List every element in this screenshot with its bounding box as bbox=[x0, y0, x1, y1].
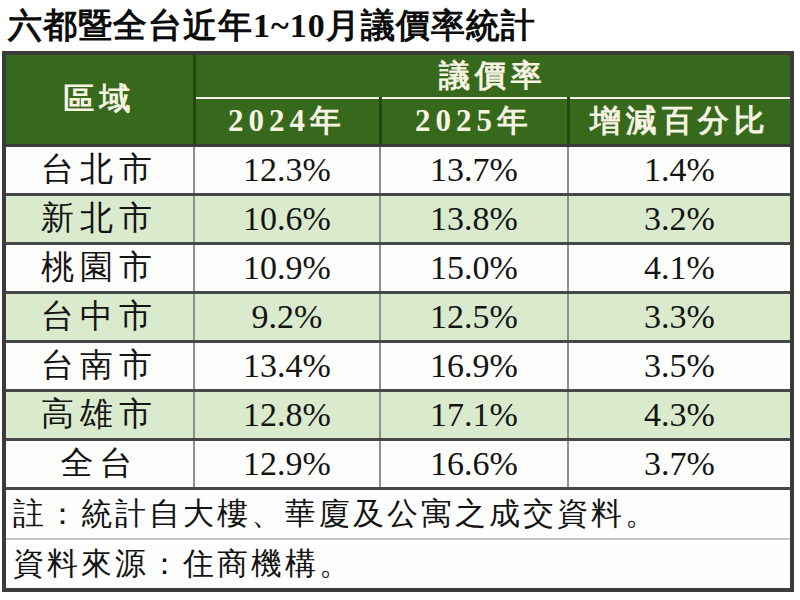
column-header-diff: 增減百分比 bbox=[568, 98, 792, 145]
region-cell: 全台 bbox=[4, 439, 194, 488]
value-cell-2024: 10.6% bbox=[194, 194, 380, 243]
column-header-region: 區域 bbox=[4, 53, 194, 145]
table-footnotes: 註：統計自大樓、華廈及公寓之成交資料。 資料來源：住商機構。 bbox=[4, 488, 792, 590]
value-cell-2025: 16.9% bbox=[380, 341, 568, 390]
table-row-taichung: 台中市 9.2% 12.5% 3.3% bbox=[4, 292, 792, 341]
region-cell: 桃園市 bbox=[4, 243, 194, 292]
column-header-2024: 2024年 bbox=[194, 98, 380, 145]
table-row-newtaipei: 新北市 10.6% 13.8% 3.2% bbox=[4, 194, 792, 243]
source-text: 資料來源：住商機構。 bbox=[4, 539, 792, 590]
region-cell: 台中市 bbox=[4, 292, 194, 341]
value-cell-diff: 1.4% bbox=[568, 145, 792, 194]
value-cell-2025: 17.1% bbox=[380, 390, 568, 439]
value-cell-2024: 12.9% bbox=[194, 439, 380, 488]
table-row-kaohsiung: 高雄市 12.8% 17.1% 4.3% bbox=[4, 390, 792, 439]
region-cell: 台南市 bbox=[4, 341, 194, 390]
table-row-taoyuan: 桃園市 10.9% 15.0% 4.1% bbox=[4, 243, 792, 292]
region-cell: 新北市 bbox=[4, 194, 194, 243]
value-cell-2025: 12.5% bbox=[380, 292, 568, 341]
value-cell-diff: 3.2% bbox=[568, 194, 792, 243]
value-cell-2024: 12.8% bbox=[194, 390, 380, 439]
table-row-taipei: 台北市 12.3% 13.7% 1.4% bbox=[4, 145, 792, 194]
value-cell-2024: 10.9% bbox=[194, 243, 380, 292]
note-row: 註：統計自大樓、華廈及公寓之成交資料。 bbox=[4, 488, 792, 539]
column-header-2025: 2025年 bbox=[380, 98, 568, 145]
value-cell-2025: 16.6% bbox=[380, 439, 568, 488]
page-title: 六都暨全台近年1~10月議價率統計 bbox=[0, 0, 800, 51]
region-cell: 台北市 bbox=[4, 145, 194, 194]
value-cell-2024: 12.3% bbox=[194, 145, 380, 194]
note-text: 註：統計自大樓、華廈及公寓之成交資料。 bbox=[4, 488, 792, 539]
header-group-row: 區域 議價率 bbox=[4, 53, 792, 98]
negotiation-rate-table: 區域 議價率 2024年 2025年 增減百分比 台北市 12.3% 13.7%… bbox=[2, 51, 794, 592]
value-cell-diff: 4.3% bbox=[568, 390, 792, 439]
value-cell-diff: 3.5% bbox=[568, 341, 792, 390]
value-cell-2025: 13.7% bbox=[380, 145, 568, 194]
column-group-header-rate: 議價率 bbox=[194, 53, 792, 98]
statistics-table-page: 六都暨全台近年1~10月議價率統計 區域 議價率 2024年 2025年 增減百… bbox=[0, 0, 800, 600]
value-cell-diff: 3.3% bbox=[568, 292, 792, 341]
source-row: 資料來源：住商機構。 bbox=[4, 539, 792, 590]
table-body: 台北市 12.3% 13.7% 1.4% 新北市 10.6% 13.8% 3.2… bbox=[4, 145, 792, 488]
value-cell-diff: 3.7% bbox=[568, 439, 792, 488]
value-cell-2024: 9.2% bbox=[194, 292, 380, 341]
value-cell-2025: 15.0% bbox=[380, 243, 568, 292]
table-row-tainan: 台南市 13.4% 16.9% 3.5% bbox=[4, 341, 792, 390]
value-cell-2024: 13.4% bbox=[194, 341, 380, 390]
value-cell-diff: 4.1% bbox=[568, 243, 792, 292]
region-cell: 高雄市 bbox=[4, 390, 194, 439]
table-row-taiwan-total: 全台 12.9% 16.6% 3.7% bbox=[4, 439, 792, 488]
value-cell-2025: 13.8% bbox=[380, 194, 568, 243]
table-header: 區域 議價率 2024年 2025年 增減百分比 bbox=[4, 53, 792, 145]
